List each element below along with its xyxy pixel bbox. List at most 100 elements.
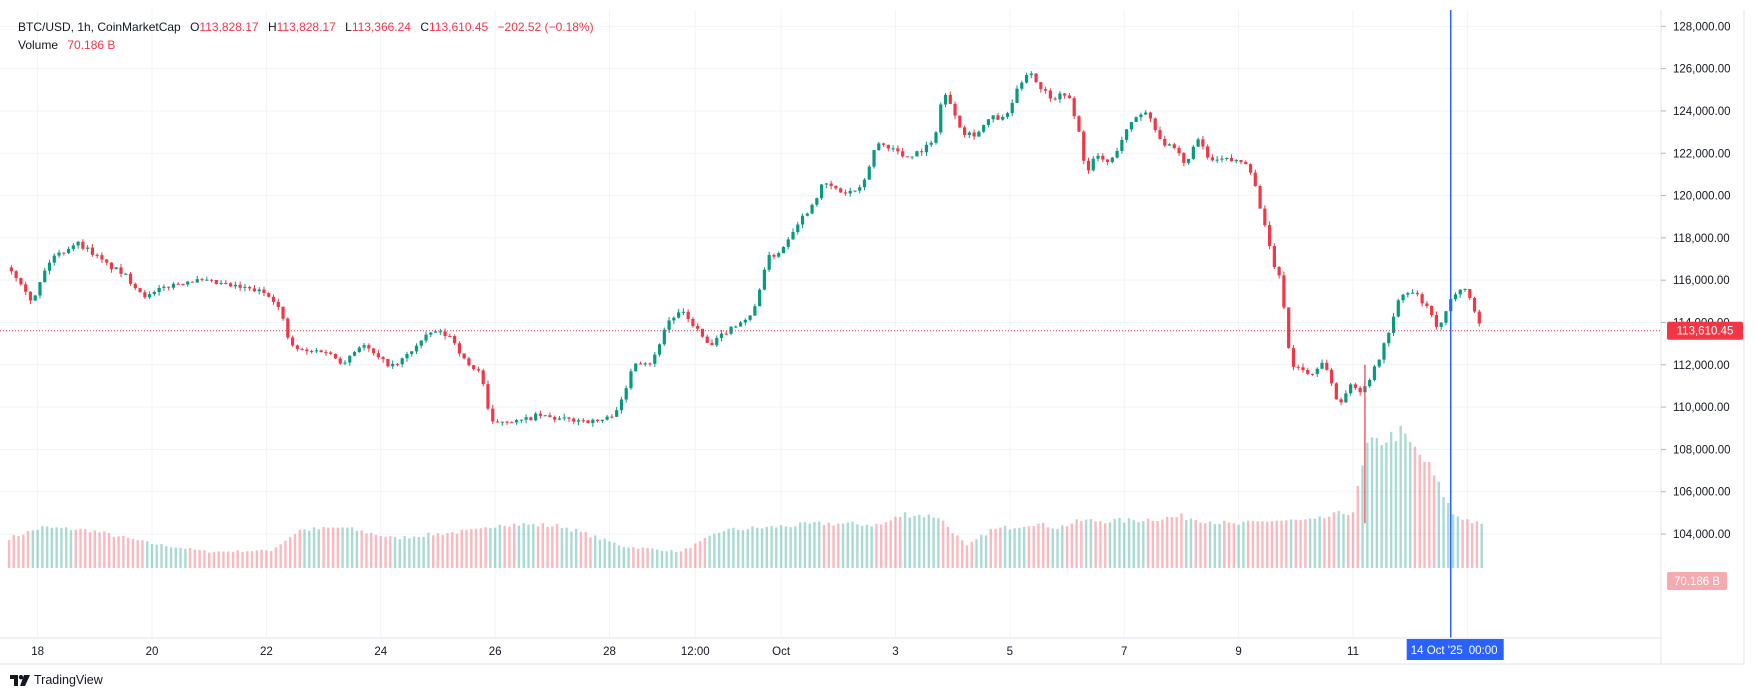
candle-body xyxy=(815,198,819,205)
candle-body xyxy=(600,419,604,421)
candle-body xyxy=(429,332,433,335)
candle-body xyxy=(133,283,137,289)
volume-bar xyxy=(379,535,382,568)
candle-body xyxy=(1401,294,1405,301)
volume-bar xyxy=(365,533,368,568)
candle-body xyxy=(176,283,180,285)
volume-bar xyxy=(389,536,392,568)
volume-bar xyxy=(689,548,692,568)
candle-body xyxy=(1091,158,1095,171)
volume-bar xyxy=(1027,526,1031,568)
candle-body xyxy=(319,350,323,353)
volume-bar xyxy=(184,548,187,568)
volume-bar xyxy=(1361,465,1364,568)
candle-body xyxy=(538,413,543,416)
symbol-title[interactable]: BTC/USD, 1h, CoinMarketCap xyxy=(18,20,181,34)
candle-body xyxy=(1148,112,1153,119)
candle-body xyxy=(939,104,943,133)
candle-body xyxy=(100,255,104,260)
volume-bar xyxy=(250,551,254,568)
candle-body xyxy=(62,252,66,254)
volume-bar xyxy=(965,545,969,568)
candle-body xyxy=(800,215,805,225)
candle-body xyxy=(1077,116,1081,132)
volume-key[interactable]: Volume xyxy=(18,38,59,52)
candle-body xyxy=(200,279,204,281)
candle-body xyxy=(66,248,71,254)
volume-bar xyxy=(165,546,168,568)
volume-bar xyxy=(284,540,287,568)
volume-bar xyxy=(260,549,263,568)
candle-body xyxy=(1215,159,1219,161)
candle-body xyxy=(314,350,319,352)
volume-bar xyxy=(989,528,992,568)
volume-bar xyxy=(851,521,854,568)
candle-body xyxy=(710,342,714,346)
tradingview-logo[interactable]: TradingView xyxy=(10,673,103,687)
volume-bar xyxy=(1342,513,1345,568)
volume-bar xyxy=(279,544,282,568)
candle-body xyxy=(114,267,118,270)
volume-bar xyxy=(1266,522,1269,568)
candle-body xyxy=(157,287,161,293)
volume-bar xyxy=(717,532,721,568)
price-tick-label: 104,000.00 xyxy=(1673,529,1731,541)
volume-bar xyxy=(1208,521,1212,568)
volume-bar xyxy=(1466,519,1469,568)
candle-body xyxy=(867,166,871,180)
price-axis[interactable]: 104,000.00 106,000.00 108,000.00 110,000.00… xyxy=(1661,21,1731,541)
candle-body xyxy=(534,413,538,421)
volume-bar xyxy=(241,551,244,568)
volume-bar xyxy=(370,532,373,568)
volume-bar xyxy=(551,526,554,568)
volume-bar xyxy=(236,550,239,568)
volume-bar xyxy=(246,551,249,568)
volume-bar xyxy=(1008,529,1012,568)
candle-body xyxy=(1329,369,1334,384)
volume-bar xyxy=(1375,438,1379,568)
candle-body xyxy=(896,148,900,152)
volume-bar xyxy=(17,536,20,568)
volume-bar xyxy=(1447,502,1450,568)
volume-value: 70.186 B xyxy=(67,38,116,52)
volume-bar xyxy=(1261,521,1264,568)
volume-bar xyxy=(1132,520,1135,568)
volume-bar xyxy=(956,535,959,568)
candle-body xyxy=(52,255,56,263)
volume-bar xyxy=(84,528,87,568)
candle-body xyxy=(843,192,848,194)
volume-bar xyxy=(336,527,340,568)
candle-body xyxy=(1201,139,1205,147)
candle-body xyxy=(700,328,705,337)
volume-bar xyxy=(794,526,797,568)
candle-body xyxy=(1301,367,1305,371)
candle-body xyxy=(1196,139,1200,147)
volume-bar xyxy=(837,523,840,568)
volume-bar xyxy=(417,537,421,568)
volume-bar xyxy=(870,526,873,568)
volume-bar xyxy=(798,522,802,568)
candle-body xyxy=(1358,387,1362,393)
volume-bar xyxy=(1461,519,1464,568)
volume-bar xyxy=(555,523,559,568)
volume-bar xyxy=(508,526,511,568)
volume-bar xyxy=(1356,485,1359,568)
candle-body xyxy=(105,259,109,263)
volume-bar xyxy=(1170,516,1174,568)
candle-body xyxy=(1153,118,1157,131)
volume-bar xyxy=(579,531,583,568)
volume-bar xyxy=(574,528,578,568)
volume-bar xyxy=(1418,454,1421,568)
volume-bar xyxy=(93,530,96,568)
volume-bar xyxy=(570,531,573,568)
volume-bar xyxy=(1213,524,1216,568)
candle-body xyxy=(238,284,242,288)
volume-bar xyxy=(1161,519,1164,568)
volume-bar xyxy=(803,522,807,568)
price-tick-label: 112,000.00 xyxy=(1673,360,1730,372)
volume-bar xyxy=(412,536,416,568)
candle-body xyxy=(962,127,967,135)
volume-bar xyxy=(50,527,54,568)
